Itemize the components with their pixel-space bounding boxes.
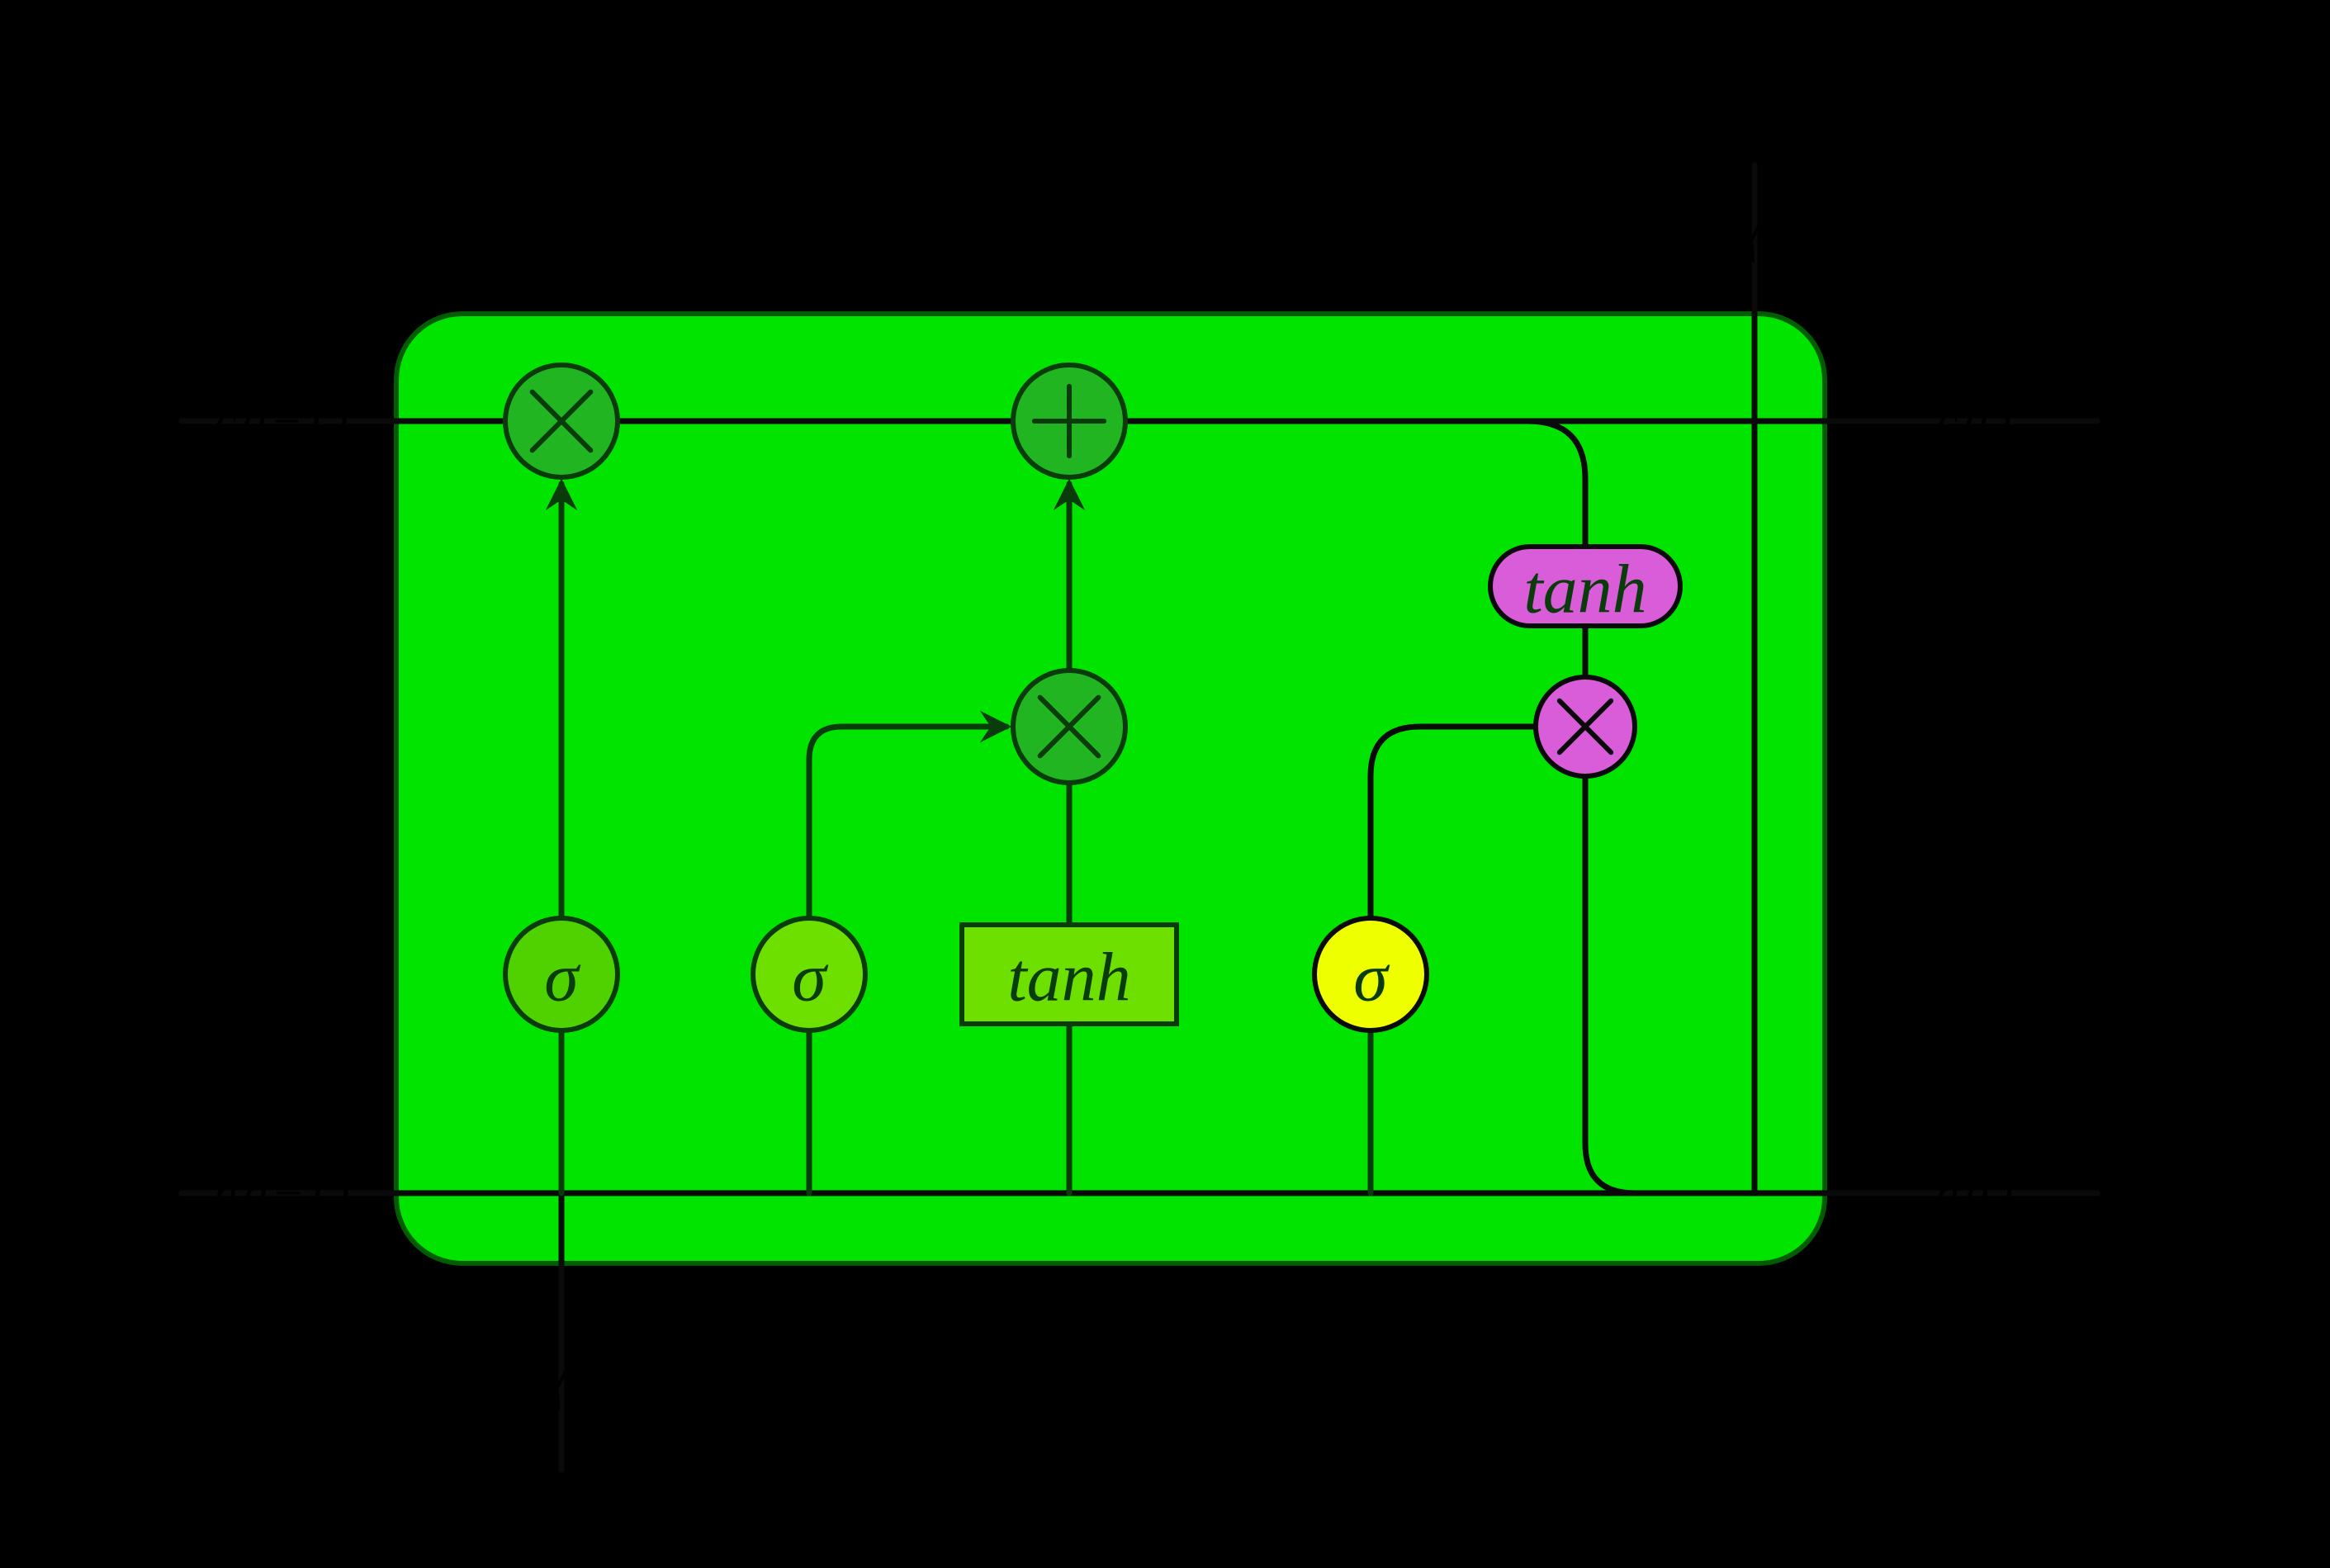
label-x_in: x⟨t⟩: [523, 1360, 599, 1414]
label-c_in: c⟨t−1⟩: [215, 394, 348, 448]
label-h_out: h⟨t⟩: [1935, 1166, 2012, 1220]
label-h_in: h⟨t−1⟩: [213, 1166, 348, 1220]
tanh_out-label: tanh: [1523, 552, 1646, 628]
tanh_g-label: tanh: [1007, 940, 1130, 1016]
label-h_up: h⟨t⟩: [1716, 212, 1793, 267]
sigma_i-label: σ: [792, 940, 829, 1016]
label-c_out: c⟨t⟩: [1936, 394, 2010, 448]
sigma_f-label: σ: [544, 940, 581, 1016]
sigma_o-label: σ: [1353, 940, 1390, 1016]
